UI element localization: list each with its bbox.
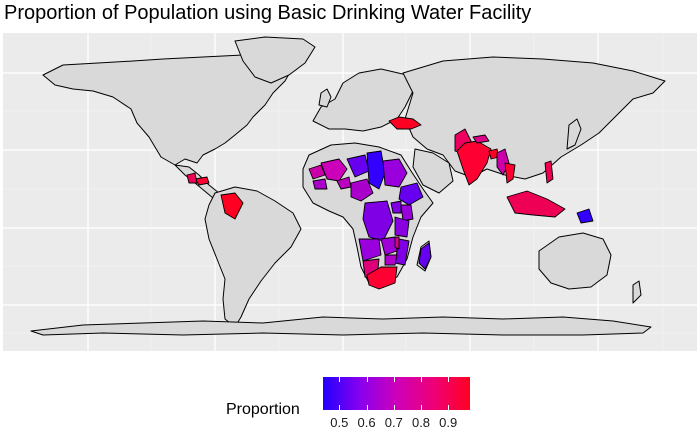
land-south-america	[204, 186, 302, 328]
legend-tick-label: 0.9	[439, 415, 458, 430]
country-india	[456, 140, 492, 186]
legend-tick-mark	[421, 377, 422, 382]
legend-tick-mark	[448, 377, 450, 382]
country-sudan	[382, 158, 408, 188]
country-nigeria	[350, 178, 374, 202]
legend-tick-mark	[366, 405, 368, 410]
highlighted-countries	[186, 116, 594, 290]
country-philippines	[544, 160, 554, 184]
land-australia	[538, 232, 612, 290]
country-chad	[366, 150, 386, 190]
legend-tick-mark	[393, 377, 395, 382]
legend-colorbar	[323, 377, 470, 410]
legend-tick-label: 0.7	[384, 415, 403, 430]
country-uganda	[390, 200, 402, 214]
land-arabia	[412, 148, 454, 194]
legend-tick-mark	[421, 405, 422, 410]
country-guatemala	[186, 172, 198, 184]
land-new-zealand	[632, 280, 642, 304]
country-colombia	[220, 192, 244, 220]
country-zimbabwe	[384, 254, 398, 266]
land-greenland	[234, 36, 316, 84]
legend-tick-label: 0.5	[330, 415, 349, 430]
land-japan	[566, 118, 582, 150]
country-madagascar	[418, 242, 432, 270]
land-antarctica	[30, 316, 652, 336]
country-tanzania	[394, 216, 410, 238]
world-map	[3, 33, 697, 351]
country-angola	[358, 238, 382, 262]
map-title: Proportion of Population using Basic Dri…	[4, 2, 532, 24]
country-guinea	[312, 178, 328, 190]
country-nepal	[472, 134, 490, 144]
land-north-america	[42, 54, 294, 166]
country-malawi	[394, 236, 400, 250]
country-turkey	[388, 116, 422, 130]
country-png	[576, 208, 594, 224]
country-mali	[320, 158, 348, 182]
legend-tick-mark	[366, 377, 368, 382]
legend-tick-label: 0.6	[357, 415, 376, 430]
land-uk	[318, 88, 332, 108]
country-kenya	[400, 204, 414, 222]
legend: Proportion 0.5 0.6 0.7 0.8 0.9	[0, 375, 699, 435]
country-ethiopia	[398, 182, 424, 206]
country-south-africa	[366, 266, 398, 290]
country-honduras	[194, 176, 210, 186]
legend-tick-mark	[448, 405, 450, 410]
legend-tick-mark	[339, 377, 341, 382]
country-senegal	[308, 164, 326, 180]
legend-title: Proportion	[226, 401, 300, 418]
legend-tick-mark	[339, 405, 341, 410]
country-indonesia	[506, 190, 566, 218]
legend-tick-label: 0.8	[411, 415, 431, 430]
country-thailand	[504, 162, 516, 184]
world-map-svg	[3, 33, 697, 351]
legend-tick-mark	[393, 405, 395, 410]
